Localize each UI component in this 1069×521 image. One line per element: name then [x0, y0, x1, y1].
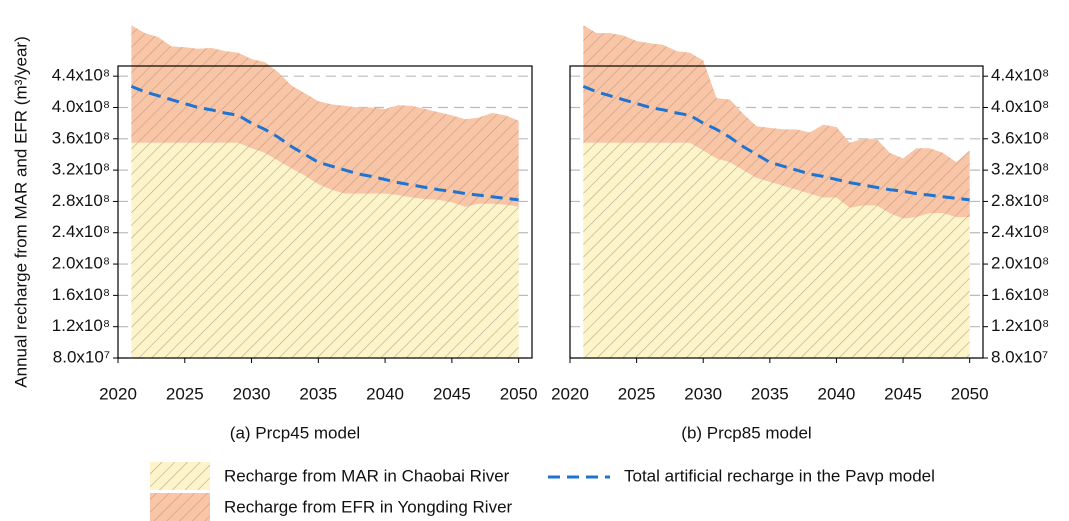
x-tick-label: 2035 [299, 384, 337, 403]
y-tick-label: 2.4x10⁸ [52, 222, 110, 241]
panel: 8.0x10⁷ 1.2x10⁸ 1.6x10⁸ 2.0x10⁸ 2.4x10⁸ 2.8x1… [11, 25, 538, 442]
x-tick-label: 2045 [884, 384, 922, 403]
y-tick-label: 3.6x10⁸ [991, 128, 1049, 147]
y-tick-label: 3.2x10⁸ [991, 160, 1049, 179]
y-tick-label: 3.6x10⁸ [52, 128, 110, 147]
y-tick-label: 4.0x10⁸ [991, 97, 1049, 116]
y-tick-label: 4.4x10⁸ [991, 66, 1049, 85]
y-tick-label: 8.0x10⁷ [991, 347, 1048, 366]
caption: (b) Prcp85 model [681, 423, 811, 442]
x-tick-label: 2025 [166, 384, 204, 403]
y-tick-label: 1.2x10⁸ [991, 316, 1049, 335]
y-tick-label: 1.6x10⁸ [991, 285, 1049, 304]
y-tick-label: 4.4x10⁸ [52, 66, 110, 85]
caption: (a) Prcp45 model [230, 423, 360, 442]
y-axis-label: Annual recharge from MAR and EFR (m³/yea… [11, 36, 30, 387]
x-tick-label: 2050 [500, 384, 538, 403]
x-tick-label: 2040 [366, 384, 404, 403]
y-tick-label: 1.2x10⁸ [52, 316, 110, 335]
y-tick-label: 4.0x10⁸ [52, 97, 110, 116]
y-tick-label: 8.0x10⁷ [53, 347, 110, 366]
x-tick-label: 2035 [751, 384, 789, 403]
x-tick-label: 2020 [551, 384, 589, 403]
area-hatch [131, 25, 519, 207]
legend-label: Recharge from MAR in Chaobai River [224, 466, 510, 485]
y-tick-label: 2.8x10⁸ [52, 191, 110, 210]
panel: 8.0x10⁷ 1.2x10⁸ 1.6x10⁸ 2.0x10⁸ 2.4x10⁸ 2.8x1… [551, 25, 1049, 442]
legend-swatch-hatch [150, 493, 210, 521]
x-tick-label: 2050 [951, 384, 989, 403]
y-tick-label: 1.6x10⁸ [52, 285, 110, 304]
area-hatch [131, 142, 519, 358]
x-tick-label: 2030 [233, 384, 271, 403]
x-tick-label: 2045 [433, 384, 471, 403]
y-tick-label: 3.2x10⁸ [52, 160, 110, 179]
area-hatch [583, 142, 970, 358]
y-tick-label: 2.4x10⁸ [991, 222, 1049, 241]
y-tick-label: 2.8x10⁸ [991, 191, 1049, 210]
area-hatch [583, 25, 970, 219]
plot-frame [569, 65, 984, 359]
x-tick-label: 2030 [684, 384, 722, 403]
x-tick-label: 2020 [99, 384, 137, 403]
legend-label: Recharge from EFR in Yongding River [224, 497, 513, 516]
legend: Recharge from MAR in Chaobai River Rechar… [150, 462, 935, 521]
line [130, 84, 519, 202]
legend-label: Total artificial recharge in the Pavp mo… [624, 466, 935, 485]
x-tick-label: 2025 [618, 384, 656, 403]
y-tick-label: 2.0x10⁸ [52, 254, 110, 273]
legend-swatch-hatch [150, 462, 210, 490]
line [582, 84, 970, 202]
y-tick-label: 2.0x10⁸ [991, 254, 1049, 273]
x-tick-label: 2040 [818, 384, 856, 403]
plot-frame [117, 65, 533, 359]
